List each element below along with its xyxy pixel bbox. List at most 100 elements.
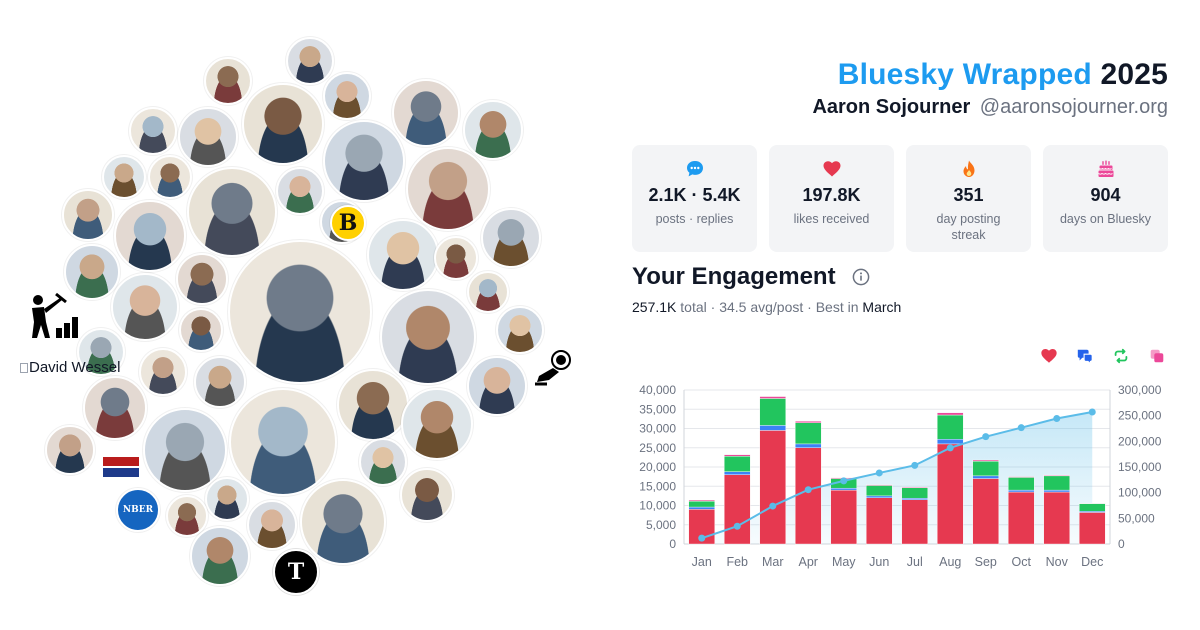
x-tick-label: Dec [1081,555,1103,569]
bar-segment [1043,474,1070,477]
avatar[interactable] [392,79,460,147]
y-left-tick-label: 15,000 [639,479,676,493]
x-tick-label: Feb [726,555,748,569]
avatar[interactable] [187,167,277,257]
stat-days: 904 days on Bluesky [1043,145,1168,252]
avatar[interactable] [102,155,146,199]
avatar[interactable] [300,479,386,565]
avatar[interactable] [194,356,246,408]
stat-likes-value: 197.8K [802,185,861,205]
nyt-logo[interactable]: T [273,549,319,595]
quote-bubbles-icon[interactable] [1076,347,1094,365]
avatar[interactable] [228,240,372,384]
avatar[interactable] [337,369,409,441]
x-tick-label: Jul [907,555,923,569]
avatar[interactable] [481,208,541,268]
avatar[interactable] [205,477,249,521]
broken-image-alt-text: David Wessel [29,359,121,376]
avatar[interactable] [111,273,179,341]
avatar[interactable] [434,236,478,280]
heart-icon[interactable] [1040,347,1058,365]
bar-segment [759,396,786,399]
avatar[interactable] [83,376,147,440]
x-tick-label: Sep [975,555,997,569]
cumulative-point [769,502,777,510]
avatar[interactable] [463,100,523,160]
avatar[interactable] [114,200,186,272]
avatar[interactable] [143,408,227,492]
broken-image-alt: David Wessel [20,358,120,378]
avatar[interactable] [406,147,490,231]
avatar[interactable] [176,253,228,305]
stat-likes: 197.8K likes received [769,145,894,252]
cumulative-point [840,477,848,485]
bar-segment [795,447,822,545]
avatar[interactable] [367,219,439,291]
flag-badge [103,457,139,477]
bar-segment [795,443,822,448]
bar-segment [759,398,786,426]
cumulative-point [875,469,883,477]
avatar[interactable] [323,72,371,120]
x-tick-label: Oct [1012,555,1032,569]
avatar[interactable] [242,83,324,165]
avatar[interactable] [139,348,187,396]
user-line: Aaron Sojourner @aaronsojourner.org [812,96,1168,119]
bar-segment [1079,512,1106,545]
cumulative-line [701,411,1093,540]
broken-image-icon [20,363,28,373]
avatar-cloud: B NBER T [32,37,571,595]
bar-segment [1008,476,1035,478]
avatar[interactable] [496,306,544,354]
bar-segment [724,454,751,457]
avatar[interactable] [401,388,473,460]
avatar[interactable] [179,308,223,352]
avatar[interactable] [286,37,334,85]
avatar[interactable] [62,189,114,241]
avatar[interactable] [247,500,297,550]
stat-posts: 2.1K · 5.4K posts · replies [632,145,757,252]
info-icon[interactable] [852,268,870,286]
avatar[interactable] [148,155,192,199]
avatar[interactable] [190,526,250,586]
avatar[interactable] [380,289,476,385]
nber-logo[interactable]: NBER [116,488,160,532]
avatar[interactable] [178,107,238,167]
stats-row: 2.1K · 5.4K posts · replies 197.8K likes… [632,145,1168,252]
y-left-tick-label: 10,000 [639,499,676,513]
avatar[interactable] [229,388,337,496]
avatar[interactable] [45,425,95,475]
avatar[interactable] [166,495,208,537]
x-tick-label: Jan [692,555,712,569]
y-left-tick-label: 20,000 [639,460,676,474]
bar-segment [866,484,893,486]
engagement-summary: 257.1K total · 34.5 avg/post · Best in M… [632,299,901,315]
bookmark-squares-icon[interactable] [1148,347,1166,365]
best-prefix: Best in [815,299,859,315]
avatar[interactable] [400,468,454,522]
avatar[interactable] [323,120,405,202]
bar-segment [1008,477,1035,491]
x-tick-label: Jun [869,555,889,569]
stat-streak-label: day posting streak [936,212,1001,243]
avatar[interactable] [77,328,125,376]
avatar[interactable] [467,356,527,416]
avatar[interactable] [204,57,252,105]
avatar[interactable] [64,244,120,300]
x-tick-label: Apr [799,555,818,569]
bar-segment [866,497,893,545]
bar-segment [901,497,928,500]
avatar[interactable] [129,107,177,155]
y-right-tick-label: 200,000 [1118,434,1162,448]
engagement-title: Your Engagement [632,263,836,290]
stat-streak-value: 351 [953,185,984,205]
y-left-tick-label: 25,000 [639,441,676,455]
avatar[interactable] [467,271,509,313]
x-tick-label: Nov [1046,555,1069,569]
avatar[interactable] [276,167,324,215]
brand-logo-b[interactable]: B [330,205,366,241]
repost-icon[interactable] [1112,347,1130,365]
user-handle[interactable]: @aaronsojourner.org [979,96,1168,118]
y-right-tick-label: 150,000 [1118,460,1162,474]
avatar[interactable] [359,438,407,486]
